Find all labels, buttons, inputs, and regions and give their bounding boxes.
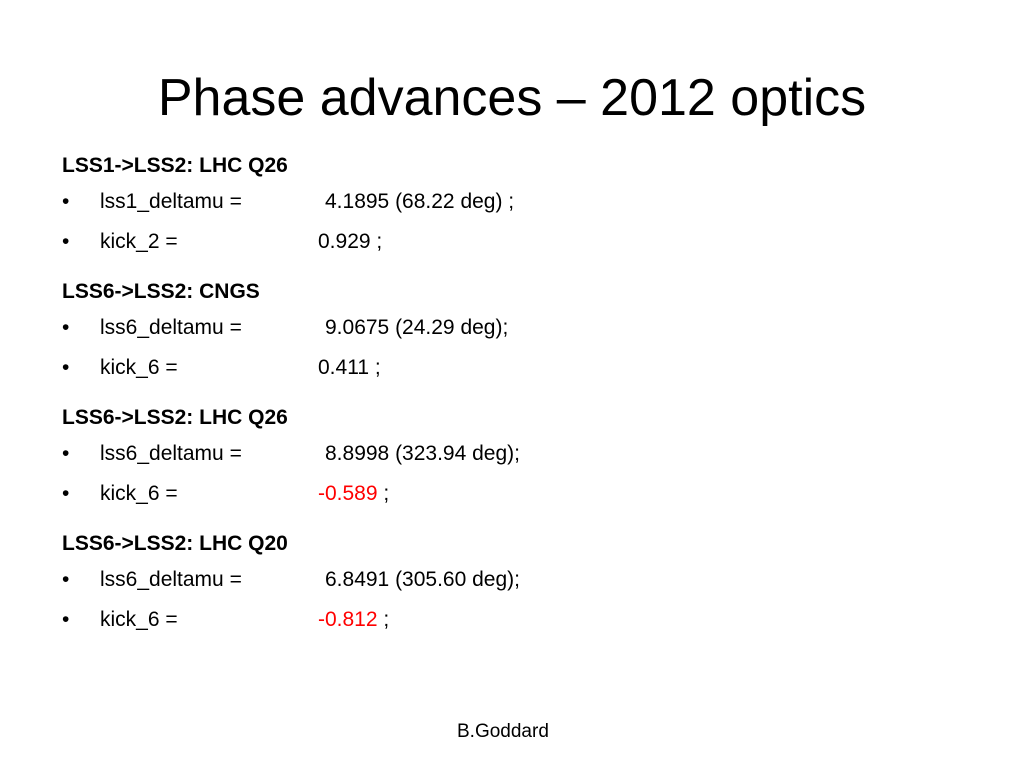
bullet-item: • lss6_deltamu = 6.8491 (305.60 deg);: [62, 560, 962, 600]
negative-value: -0.812: [318, 608, 378, 631]
param-value: 0.929: [318, 230, 371, 253]
bullet-dot: •: [62, 190, 70, 213]
bullet-item: • lss6_deltamu = 9.0675 (24.29 deg);: [62, 308, 962, 348]
param-value: 8.8998 (323.94 deg);: [325, 442, 520, 465]
bullet-dot: •: [62, 568, 70, 591]
param-value: 4.1895 (68.22 deg) ;: [325, 190, 515, 213]
param-label: lss6_deltamu =: [100, 442, 242, 465]
param-label: kick_6 =: [100, 482, 178, 505]
param-label: lss1_deltamu =: [100, 190, 242, 213]
param-value: 0.411: [318, 356, 369, 379]
bullet-dot: •: [62, 356, 70, 379]
param-value-group: 0.411 ;: [318, 348, 381, 388]
section-heading: LSS6->LSS2: LHC Q20: [62, 532, 288, 555]
bullet-dot: •: [62, 608, 70, 631]
section-heading: LSS6->LSS2: CNGS: [62, 280, 260, 303]
section-heading: LSS1->LSS2: LHC Q26: [62, 154, 288, 177]
section-lss1-lss2-lhc-q26: LSS1->LSS2: LHC Q26 • lss1_deltamu = 4.1…: [62, 150, 962, 262]
section-heading: LSS6->LSS2: LHC Q26: [62, 406, 288, 429]
param-label: kick_2 =: [100, 230, 178, 253]
bullet-dot: •: [62, 442, 70, 465]
bullet-dot: •: [62, 230, 70, 253]
param-label: lss6_deltamu =: [100, 316, 242, 339]
author-footer: B.Goddard: [457, 721, 549, 742]
param-value-group: -0.589 ;: [318, 474, 389, 514]
param-value-group: -0.812 ;: [318, 600, 389, 640]
bullet-item: • kick_6 = 0.411 ;: [62, 348, 962, 388]
section-lss6-lss2-lhc-q20: LSS6->LSS2: LHC Q20 • lss6_deltamu = 6.8…: [62, 528, 962, 640]
param-suffix: ;: [377, 482, 390, 505]
param-suffix: ;: [370, 230, 383, 253]
bullet-item: • lss6_deltamu = 8.8998 (323.94 deg);: [62, 434, 962, 474]
bullet-item: • kick_6 = -0.589 ;: [62, 474, 962, 514]
slide-title: Phase advances – 2012 optics: [157, 69, 867, 127]
param-suffix: ;: [369, 356, 381, 379]
param-value-group: 0.929 ;: [318, 222, 382, 262]
bullet-item: • kick_2 = 0.929 ;: [62, 222, 962, 262]
negative-value: -0.589: [318, 482, 378, 505]
slide-content: LSS1->LSS2: LHC Q26 • lss1_deltamu = 4.1…: [62, 150, 962, 640]
section-lss6-lss2-cngs: LSS6->LSS2: CNGS • lss6_deltamu = 9.0675…: [62, 276, 962, 388]
param-suffix: ;: [377, 608, 390, 631]
param-label: kick_6 =: [100, 608, 178, 631]
param-value: 9.0675 (24.29 deg);: [325, 316, 509, 339]
param-value: 6.8491 (305.60 deg);: [325, 568, 520, 591]
param-label: kick_6 =: [100, 356, 178, 379]
section-lss6-lss2-lhc-q26: LSS6->LSS2: LHC Q26 • lss6_deltamu = 8.8…: [62, 402, 962, 514]
param-label: lss6_deltamu =: [100, 568, 242, 591]
bullet-dot: •: [62, 316, 70, 339]
bullet-item: • lss1_deltamu = 4.1895 (68.22 deg) ;: [62, 182, 962, 222]
bullet-dot: •: [62, 482, 70, 505]
bullet-item: • kick_6 = -0.812 ;: [62, 600, 962, 640]
